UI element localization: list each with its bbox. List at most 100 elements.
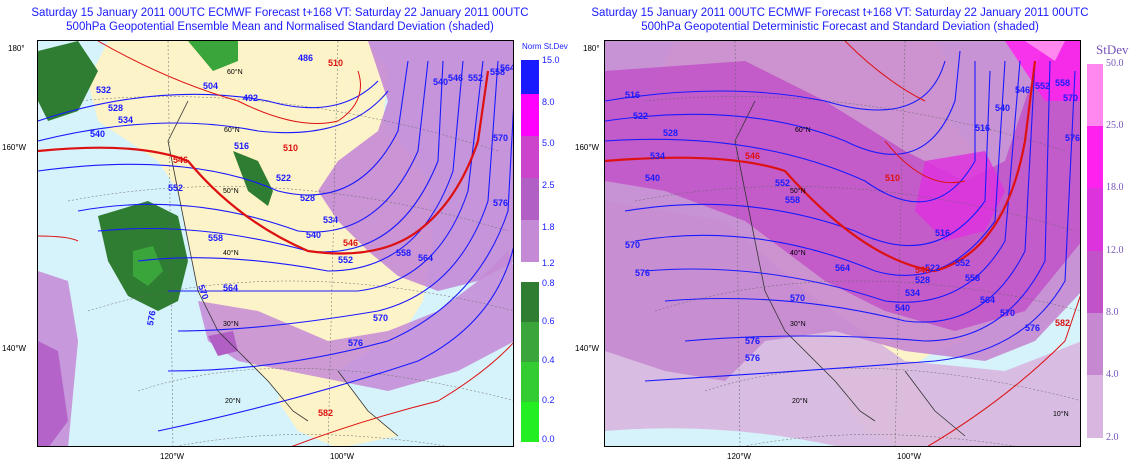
svg-text:522: 522: [925, 263, 940, 273]
left-title-line1: Saturday 15 January 2011 00UTC ECMWF For…: [31, 7, 529, 19]
svg-text:528: 528: [108, 103, 123, 113]
left-cbar-tick-3: 2.5: [542, 180, 555, 190]
svg-text:570: 570: [196, 283, 211, 301]
svg-text:510: 510: [283, 143, 298, 153]
svg-text:576: 576: [1025, 323, 1040, 333]
left-cbar-swatch-4: [521, 220, 539, 262]
svg-text:504: 504: [203, 81, 218, 91]
svg-text:558: 558: [490, 67, 505, 77]
left-title: Saturday 15 January 2011 00UTC ECMWF For…: [20, 6, 540, 34]
right-lat-60: 60°N: [795, 127, 811, 134]
svg-text:546: 546: [448, 73, 463, 83]
left-edge-100w: 100°W: [330, 452, 355, 461]
right-edge-160w: 160°W: [575, 143, 600, 152]
right-cbar-swatch-2: [1087, 188, 1103, 251]
left-edge-120w: 120°W: [160, 452, 185, 461]
left-map-svg: 532 528 540 534 504 492 486 516 522 528 …: [38, 41, 514, 446]
svg-text:540: 540: [90, 129, 105, 139]
right-lat-30: 30°N: [790, 321, 806, 328]
svg-text:576: 576: [1065, 133, 1080, 143]
left-cbar-tick-1: 8.0: [542, 97, 555, 107]
svg-text:558: 558: [785, 195, 800, 205]
right-cbar-tick-3: 12.0: [1106, 245, 1124, 256]
svg-text:540: 540: [895, 303, 910, 313]
left-cbar-swatch-2: [521, 136, 539, 178]
svg-text:522: 522: [276, 173, 291, 183]
right-lat-50: 50°N: [790, 188, 806, 195]
right-cbar-swatch-1: [1087, 126, 1103, 188]
svg-text:516: 516: [975, 123, 990, 133]
right-lat-40: 40°N: [790, 250, 806, 257]
right-lat-20: 20°N: [792, 398, 808, 405]
right-cbar-tick-0: 50.0: [1106, 58, 1124, 69]
svg-text:528: 528: [300, 193, 315, 203]
right-cbar-tick-4: 8.0: [1106, 307, 1119, 318]
left-cbar-tick-0: 15.0: [542, 55, 560, 65]
right-cbar-tick-2: 18.0: [1106, 182, 1124, 193]
left-cbar-swatch-5: [521, 282, 539, 322]
left-lat-30: 30°N: [223, 321, 239, 328]
svg-text:552: 552: [338, 255, 353, 265]
svg-text:564: 564: [223, 283, 238, 293]
svg-text:540: 540: [645, 173, 660, 183]
right-cbar-swatch-4: [1087, 313, 1103, 375]
svg-text:516: 516: [935, 228, 950, 238]
svg-text:576: 576: [348, 338, 363, 348]
svg-text:528: 528: [915, 275, 930, 285]
svg-text:528: 528: [663, 128, 678, 138]
svg-text:576: 576: [145, 310, 157, 327]
svg-text:510: 510: [885, 173, 900, 183]
left-lat-20: 20°N: [225, 398, 241, 405]
svg-text:540: 540: [306, 230, 321, 240]
svg-text:492: 492: [243, 93, 258, 103]
left-lat-40: 40°N: [223, 250, 239, 257]
svg-text:540: 540: [995, 103, 1010, 113]
svg-text:546: 546: [745, 151, 760, 161]
right-cbar-tick-6: 2.0: [1106, 432, 1119, 443]
svg-text:576: 576: [745, 353, 760, 363]
left-cbar-swatch-8: [521, 402, 539, 442]
svg-text:534: 534: [323, 215, 338, 225]
left-lat-60b: 60°N: [224, 127, 240, 134]
svg-text:570: 570: [1000, 308, 1015, 318]
left-map: 532 528 540 534 504 492 486 516 522 528 …: [37, 40, 514, 447]
svg-text:570: 570: [625, 240, 640, 250]
right-cbar-tick-1: 25.0: [1106, 120, 1124, 131]
right-map: 516 522 528 534 540 552 558 564 570 576 …: [604, 40, 1081, 447]
svg-text:486: 486: [298, 53, 313, 63]
svg-text:570: 570: [1063, 93, 1078, 103]
left-colorbar: [521, 60, 539, 442]
svg-text:570: 570: [373, 313, 388, 323]
svg-text:540: 540: [433, 77, 448, 87]
svg-text:570: 570: [493, 133, 508, 143]
svg-text:576: 576: [493, 198, 508, 208]
svg-text:558: 558: [396, 248, 411, 258]
left-cbar-swatch-1: [521, 94, 539, 136]
svg-text:546: 546: [1015, 85, 1030, 95]
left-cbar-tick-8: 0.4: [542, 355, 555, 365]
svg-text:564: 564: [500, 63, 514, 73]
svg-text:534: 534: [905, 288, 920, 298]
svg-text:552: 552: [955, 258, 970, 268]
left-cbar-tick-2: 5.0: [542, 138, 555, 148]
svg-text:516: 516: [234, 141, 249, 151]
svg-text:558: 558: [1055, 78, 1070, 88]
left-cbar-tick-5: 1.2: [542, 258, 555, 268]
svg-text:510: 510: [328, 58, 343, 68]
svg-text:552: 552: [168, 183, 183, 193]
left-edge-160w: 160°W: [2, 143, 27, 152]
left-cbar-swatch-6: [521, 322, 539, 362]
svg-text:552: 552: [775, 178, 790, 188]
svg-text:534: 534: [118, 115, 133, 125]
right-cbar-tick-5: 4.0: [1106, 369, 1119, 380]
left-cbar-tick-9: 0.2: [542, 395, 555, 405]
svg-text:516: 516: [625, 90, 640, 100]
left-colorbar-title: Norm St.Dev: [522, 42, 568, 51]
right-edge-140w: 140°W: [575, 344, 600, 353]
svg-text:570: 570: [790, 293, 805, 303]
right-cbar-swatch-5: [1087, 375, 1103, 438]
right-cbar-swatch-0: [1087, 64, 1103, 126]
right-colorbar: [1087, 64, 1103, 438]
left-edge-140w: 140°W: [2, 344, 27, 353]
left-cbar-swatch-7: [521, 362, 539, 402]
